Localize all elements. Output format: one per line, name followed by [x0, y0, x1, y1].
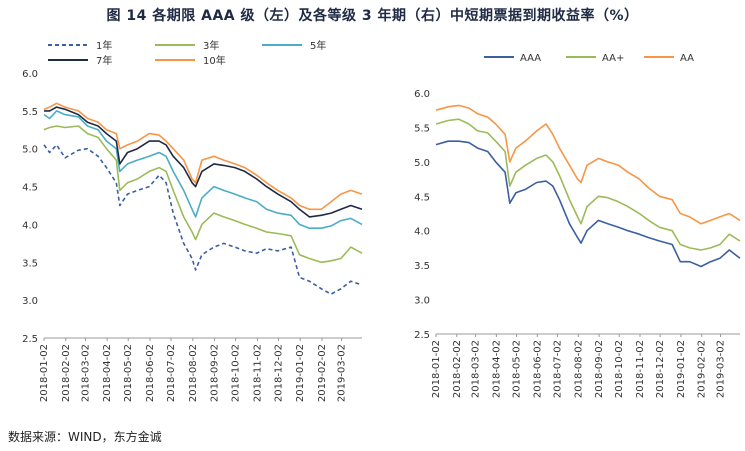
- y-tick-label: 5.5: [414, 123, 430, 134]
- x-tick-label: 2018-07-02: [552, 340, 563, 398]
- legend-label-y5: 5年: [310, 39, 326, 52]
- x-tick-label: 2018-08-02: [188, 344, 199, 402]
- legend-label-AAplus: AA+: [602, 53, 624, 64]
- x-tick-label: 2018-08-02: [573, 340, 584, 398]
- legend-label-AA: AA: [680, 53, 694, 64]
- x-tick-label: 2018-02-02: [61, 344, 72, 402]
- x-tick-label: 2018-06-02: [532, 340, 543, 398]
- legend-label-y7: 7年: [96, 54, 112, 67]
- x-tick-label: 2018-09-02: [210, 344, 221, 402]
- x-tick-label: 2018-05-02: [512, 340, 523, 398]
- y-tick-label: 6.0: [22, 69, 38, 80]
- x-tick-label: 2018-02-02: [452, 340, 463, 398]
- series-line-AAplus: [435, 118, 741, 251]
- y-tick-label: 2.5: [414, 330, 430, 341]
- x-tick-label: 2018-07-02: [166, 344, 177, 402]
- x-tick-label: 2018-11-02: [252, 344, 263, 402]
- y-tick-label: 2.5: [22, 334, 38, 345]
- y-tick-label: 3.0: [414, 296, 430, 307]
- x-tick-label: 2019-03-02: [716, 340, 727, 398]
- x-tick-label: 2018-06-02: [145, 344, 156, 402]
- x-tick-label: 2018-09-02: [594, 340, 605, 398]
- y-tick-label: 4.5: [22, 183, 38, 194]
- x-tick-label: 2018-04-02: [491, 340, 502, 398]
- y-tick-label: 5.0: [414, 158, 430, 169]
- y-tick-label: 4.5: [414, 192, 430, 203]
- x-tick-label: 2019-02-02: [317, 344, 328, 402]
- x-tick-label: 2018-11-02: [635, 340, 646, 398]
- chart-1: 2.5 3.0 3.5 4.0 4.5 5.0 5.5 6.0 2018-01-02 2018-0…: [22, 39, 363, 402]
- legend-label-y3: 3年: [203, 39, 219, 52]
- series-line-AAA: [435, 140, 741, 268]
- x-tick-label: 2019-01-02: [676, 340, 687, 398]
- x-tick-label: 2018-01-02: [431, 340, 442, 398]
- y-tick-label: 6.0: [414, 89, 430, 100]
- x-tick-label: 2018-03-02: [471, 340, 482, 398]
- x-tick-label: 2018-10-02: [614, 340, 625, 398]
- x-tick-label: 2019-03-02: [337, 344, 348, 402]
- y-tick-label: 5.0: [22, 145, 38, 156]
- y-tick-label: 3.0: [22, 296, 38, 307]
- x-tick-label: 2018-10-02: [231, 344, 242, 402]
- series-line-y3: [43, 125, 363, 264]
- x-tick-label: 2018-01-02: [39, 344, 50, 402]
- figure-source: 数据来源：WIND，东方金诚: [8, 430, 162, 444]
- series-line-y5: [43, 110, 363, 229]
- series-line-AA: [435, 104, 741, 225]
- legend-label-y1: 1年: [96, 39, 112, 52]
- figure-title: 图 14 各期限 AAA 级（左）及各等级 3 年期（右）中短期票据到期收益率（…: [106, 8, 639, 24]
- legend-label-AAA: AAA: [520, 53, 541, 64]
- series-line-y7: [44, 106, 363, 218]
- y-tick-label: 4.0: [22, 220, 38, 231]
- y-tick-label: 4.0: [414, 227, 430, 238]
- x-tick-label: 2018-04-02: [102, 344, 113, 402]
- x-tick-label: 2018-03-02: [80, 344, 91, 402]
- y-tick-label: 5.5: [22, 107, 38, 118]
- x-tick-label: 2019-02-02: [697, 340, 708, 398]
- y-tick-label: 3.5: [414, 261, 430, 272]
- x-tick-label: 2019-01-02: [295, 344, 306, 402]
- chart-2: 2.5 3.0 3.5 4.0 4.5 5.0 5.5 6.0 2018-01-02 2018-0…: [414, 53, 741, 398]
- legend-label-y10: 10年: [203, 54, 226, 67]
- x-tick-label: 2018-12-02: [655, 340, 666, 398]
- y-tick-label: 3.5: [22, 258, 38, 269]
- x-tick-label: 2018-05-02: [123, 344, 134, 402]
- series-line-y10: [43, 102, 363, 211]
- x-tick-label: 2018-12-02: [273, 344, 284, 402]
- series-line-y1: [43, 144, 363, 295]
